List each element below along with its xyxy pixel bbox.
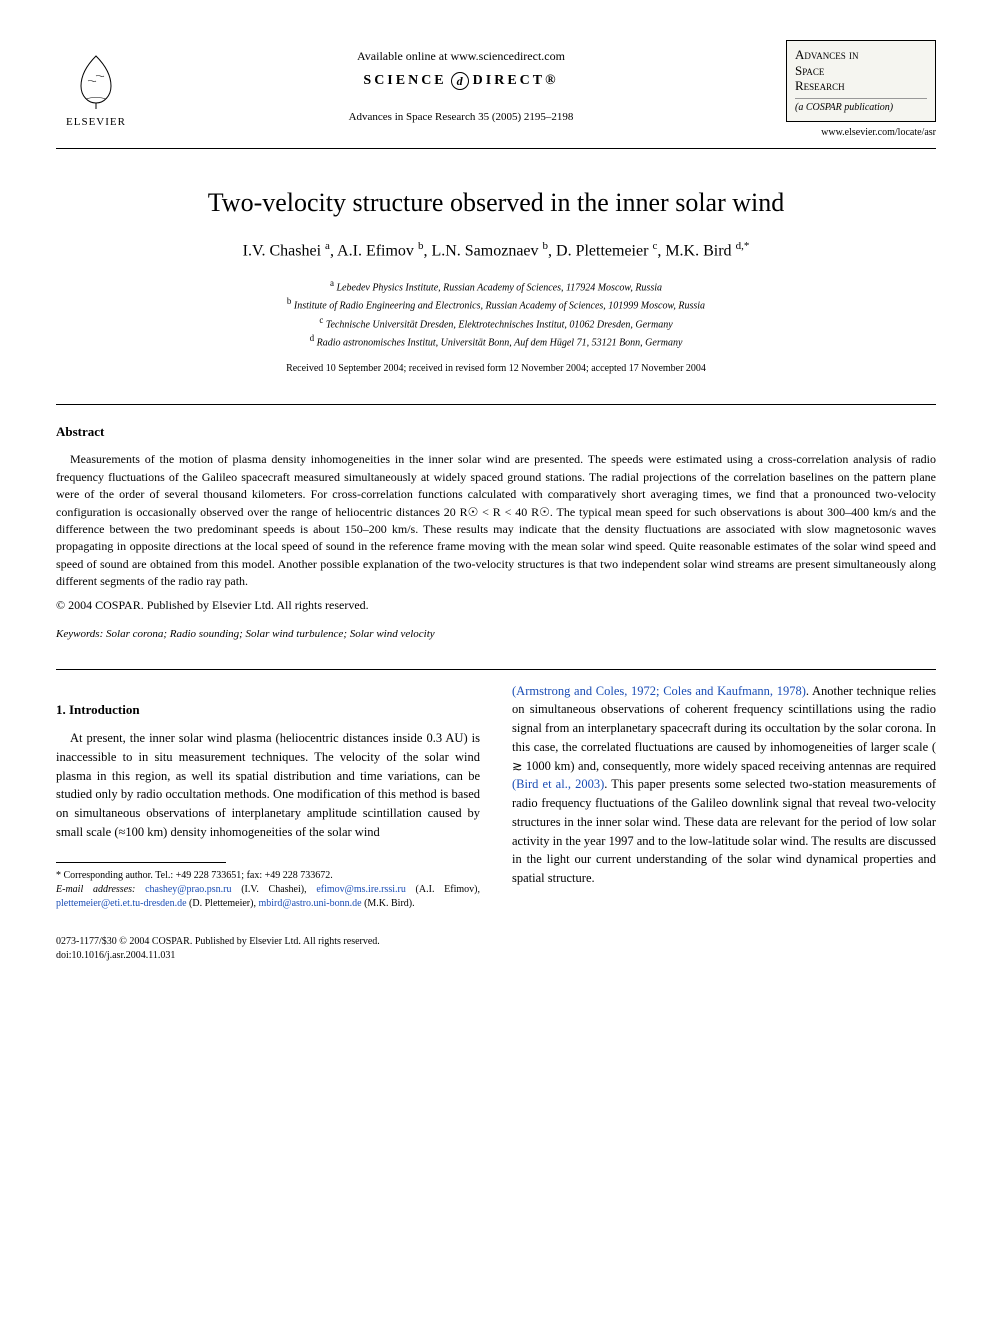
email-link[interactable]: plettemeier@eti.et.tu-dresden.de xyxy=(56,898,187,909)
keywords-text: Solar corona; Radio sounding; Solar wind… xyxy=(106,628,435,640)
sciencedirect-right: DIRECT® xyxy=(473,71,559,91)
journal-title-line1: Advances in xyxy=(795,47,858,62)
journal-title-line2: Space xyxy=(795,63,824,78)
article-title: Two-velocity structure observed in the i… xyxy=(56,185,936,221)
reference-link[interactable]: (Armstrong and Coles, 1972; Coles and Ka… xyxy=(512,684,806,698)
abstract-top-divider xyxy=(56,404,936,405)
corresponding-line: * Corresponding author. Tel.: +49 228 73… xyxy=(56,869,480,883)
header-center: Available online at www.sciencedirect.co… xyxy=(136,40,786,126)
intro-paragraph-1: At present, the inner solar wind plasma … xyxy=(56,729,480,842)
elsevier-tree-icon xyxy=(66,51,126,111)
sciencedirect-left: SCIENCE xyxy=(363,71,446,91)
email-link[interactable]: efimov@ms.ire.rssi.ru xyxy=(316,884,405,895)
affiliation-line: b Institute of Radio Engineering and Ele… xyxy=(56,295,936,313)
abstract-heading: Abstract xyxy=(56,423,936,441)
body-columns: 1. Introduction At present, the inner so… xyxy=(56,682,936,911)
footnote-divider xyxy=(56,862,226,863)
email-addresses: E-mail addresses: chashey@prao.psn.ru (I… xyxy=(56,883,480,911)
abstract-bottom-divider xyxy=(56,669,936,670)
author-list: I.V. Chashei a, A.I. Efimov b, L.N. Samo… xyxy=(56,239,936,263)
abstract-copyright: © 2004 COSPAR. Published by Elsevier Ltd… xyxy=(56,597,936,614)
sciencedirect-logo: SCIENCE d DIRECT® xyxy=(363,71,558,91)
journal-box-wrapper: Advances in Space Research (a COSPAR pub… xyxy=(786,40,936,140)
affiliation-line: d Radio astronomisches Institut, Univers… xyxy=(56,332,936,350)
affiliation-line: a Lebedev Physics Institute, Russian Aca… xyxy=(56,277,936,295)
available-online-text: Available online at www.sciencedirect.co… xyxy=(136,48,786,65)
corresponding-author-footnote: * Corresponding author. Tel.: +49 228 73… xyxy=(56,869,480,911)
citation-line: Advances in Space Research 35 (2005) 219… xyxy=(136,110,786,125)
email-link[interactable]: mbird@astro.uni-bonn.de xyxy=(258,898,361,909)
page-footer: 0273-1177/$30 © 2004 COSPAR. Published b… xyxy=(56,935,936,963)
journal-url: www.elsevier.com/locate/asr xyxy=(786,126,936,140)
affiliation-line: c Technische Universität Dresden, Elektr… xyxy=(56,314,936,332)
journal-title: Advances in Space Research xyxy=(795,47,927,94)
body-column-left: 1. Introduction At present, the inner so… xyxy=(56,682,480,911)
keywords-label: Keywords: xyxy=(56,628,103,640)
body-column-right: (Armstrong and Coles, 1972; Coles and Ka… xyxy=(512,682,936,911)
journal-subtitle: (a COSPAR publication) xyxy=(795,98,927,115)
publisher-logo: ELSEVIER xyxy=(56,40,136,130)
header-divider xyxy=(56,148,936,149)
journal-title-line3: Research xyxy=(795,78,845,93)
abstract-text: Measurements of the motion of plasma den… xyxy=(56,451,936,590)
journal-box: Advances in Space Research (a COSPAR pub… xyxy=(786,40,936,122)
reference-link[interactable]: (Bird et al., 2003) xyxy=(512,777,604,791)
publisher-name: ELSEVIER xyxy=(66,115,126,130)
intro-heading: 1. Introduction xyxy=(56,700,480,720)
article-dates: Received 10 September 2004; received in … xyxy=(56,362,936,376)
footer-copyright: 0273-1177/$30 © 2004 COSPAR. Published b… xyxy=(56,935,936,949)
sciencedirect-d-icon: d xyxy=(451,72,469,90)
affiliations: a Lebedev Physics Institute, Russian Aca… xyxy=(56,277,936,350)
keywords: Keywords: Solar corona; Radio sounding; … xyxy=(56,627,936,642)
page-header: ELSEVIER Available online at www.science… xyxy=(56,40,936,140)
email-link[interactable]: chashey@prao.psn.ru xyxy=(145,884,231,895)
footer-doi: doi:10.1016/j.asr.2004.11.031 xyxy=(56,949,936,963)
intro-paragraph-2: (Armstrong and Coles, 1972; Coles and Ka… xyxy=(512,682,936,888)
